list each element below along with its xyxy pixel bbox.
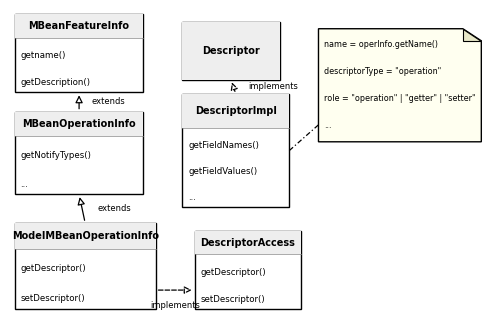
Bar (15, 223, 156, 309)
Text: descriptorType = "operation": descriptorType = "operation" (324, 67, 441, 76)
Text: setDescriptor(): setDescriptor() (200, 295, 265, 304)
Text: setDescriptor(): setDescriptor() (20, 294, 85, 303)
Text: getDescriptor(): getDescriptor() (200, 268, 266, 277)
Text: getFieldNames(): getFieldNames() (188, 141, 259, 150)
Bar (194, 231, 302, 309)
Bar (15, 111, 143, 136)
Text: implements: implements (248, 82, 298, 91)
Text: extends: extends (97, 204, 131, 213)
Text: DescriptorImpl: DescriptorImpl (195, 106, 277, 116)
Bar (183, 94, 289, 207)
Text: name = operInfo.getName(): name = operInfo.getName() (324, 40, 438, 49)
Text: getDescriptor(): getDescriptor() (20, 264, 86, 273)
Bar (15, 14, 143, 38)
Text: getname(): getname() (20, 51, 66, 60)
Text: MBeanOperationInfo: MBeanOperationInfo (22, 119, 136, 129)
Bar (15, 223, 156, 249)
Text: ModelMBeanOperationInfo: ModelMBeanOperationInfo (12, 231, 159, 241)
Text: role = "operation" | "getter" | "setter": role = "operation" | "getter" | "setter" (324, 94, 476, 103)
Text: ...: ... (20, 180, 28, 189)
Bar (194, 231, 302, 254)
Text: getFieldValues(): getFieldValues() (188, 167, 257, 176)
Text: getNotifyTypes(): getNotifyTypes() (20, 151, 91, 160)
Polygon shape (318, 29, 481, 142)
Bar (183, 94, 289, 128)
Text: extends: extends (91, 98, 125, 107)
Text: ...: ... (324, 121, 332, 130)
Bar (183, 22, 280, 80)
Text: getDescription(): getDescription() (20, 78, 90, 87)
Text: implements: implements (150, 301, 200, 310)
Bar (183, 22, 280, 80)
Text: Descriptor: Descriptor (202, 46, 260, 56)
Bar (15, 14, 143, 92)
Text: DescriptorAccess: DescriptorAccess (200, 238, 296, 248)
Text: ...: ... (188, 193, 196, 202)
Bar (15, 111, 143, 194)
Polygon shape (463, 29, 481, 41)
Text: MBeanFeatureInfo: MBeanFeatureInfo (29, 21, 129, 31)
